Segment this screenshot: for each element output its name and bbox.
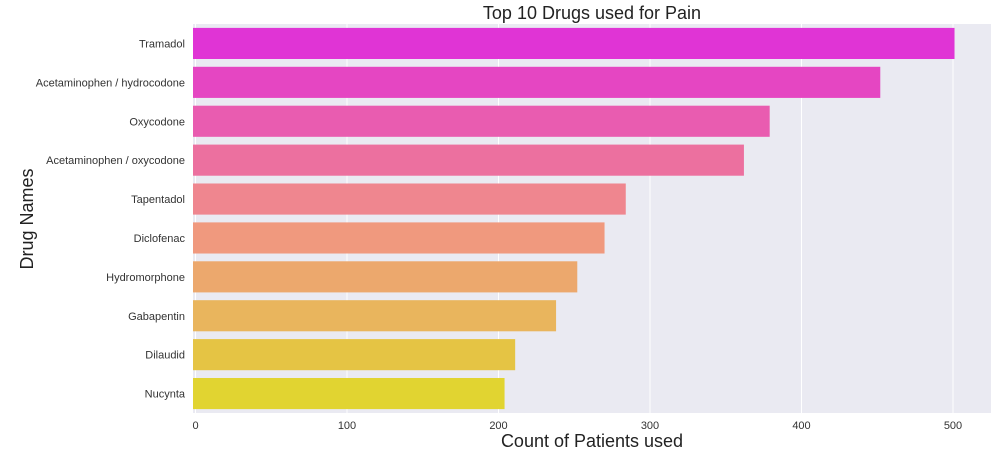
y-tick-label: Oxycodone	[129, 116, 185, 128]
y-tick-labels: Tramadol Acetaminophen / hydrocodone Oxyco…	[36, 38, 186, 400]
bar	[193, 261, 578, 293]
bars	[193, 27, 955, 410]
y-tick-label: Nucynta	[145, 389, 186, 401]
bar	[193, 27, 955, 60]
bar	[193, 300, 557, 332]
y-tick-label: Dilaudid	[145, 350, 185, 362]
x-tick-label: 500	[944, 420, 962, 432]
x-axis-label: Count of Patients used	[501, 431, 683, 451]
y-tick-label: Gabapentin	[128, 311, 185, 323]
y-tick-label: Acetaminophen / hydrocodone	[36, 77, 185, 89]
x-tick-labels: 0 100 200 300 400 500	[192, 420, 962, 432]
y-axis-label: Drug Names	[17, 168, 37, 269]
y-tick-label: Acetaminophen / oxycodone	[46, 155, 185, 167]
x-tick-label: 100	[338, 420, 356, 432]
y-tick-label: Diclofenac	[134, 233, 186, 245]
x-tick-label: 0	[192, 420, 198, 432]
chart-title: Top 10 Drugs used for Pain	[483, 3, 701, 23]
bar	[193, 339, 516, 371]
x-tick-label: 400	[792, 420, 810, 432]
y-tick-label: Tramadol	[139, 38, 185, 50]
bar	[193, 144, 744, 176]
bar	[193, 222, 605, 254]
bar	[193, 183, 626, 215]
y-tick-label: Hydromorphone	[106, 272, 185, 284]
y-tick-label: Tapentadol	[131, 194, 185, 206]
bar	[193, 66, 881, 98]
bar	[193, 105, 770, 137]
x-tick-label: 200	[489, 420, 507, 432]
bar	[193, 377, 505, 410]
x-tick-label: 300	[641, 420, 659, 432]
